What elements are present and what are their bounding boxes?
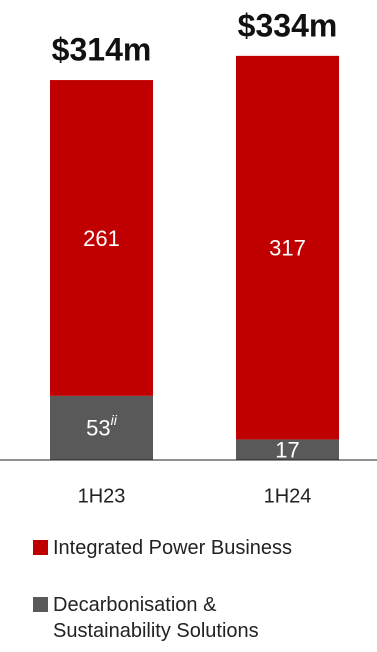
total-label: $334m [238, 7, 338, 43]
bar-segment [50, 80, 153, 396]
value-label: 17 [275, 438, 299, 463]
bar-segment [236, 55, 339, 440]
x-tick-label: 1H24 [264, 485, 312, 507]
bar-segment [50, 395, 153, 460]
legend-item: Decarbonisation & Sustainability Solutio… [33, 592, 338, 644]
x-tick-label: 1H23 [78, 485, 126, 507]
legend-label: Decarbonisation & Sustainability Solutio… [53, 594, 259, 642]
footnote-mark: ii [111, 412, 118, 428]
value-label: 261 [83, 226, 120, 251]
legend-swatch [33, 540, 48, 555]
total-label: $314m [52, 32, 152, 68]
value-label: 317 [269, 235, 306, 260]
bar-segment [236, 439, 339, 460]
legend-item: Integrated Power Business [33, 535, 338, 561]
legend-swatch [33, 597, 48, 612]
legend-label: Integrated Power Business [53, 537, 293, 559]
